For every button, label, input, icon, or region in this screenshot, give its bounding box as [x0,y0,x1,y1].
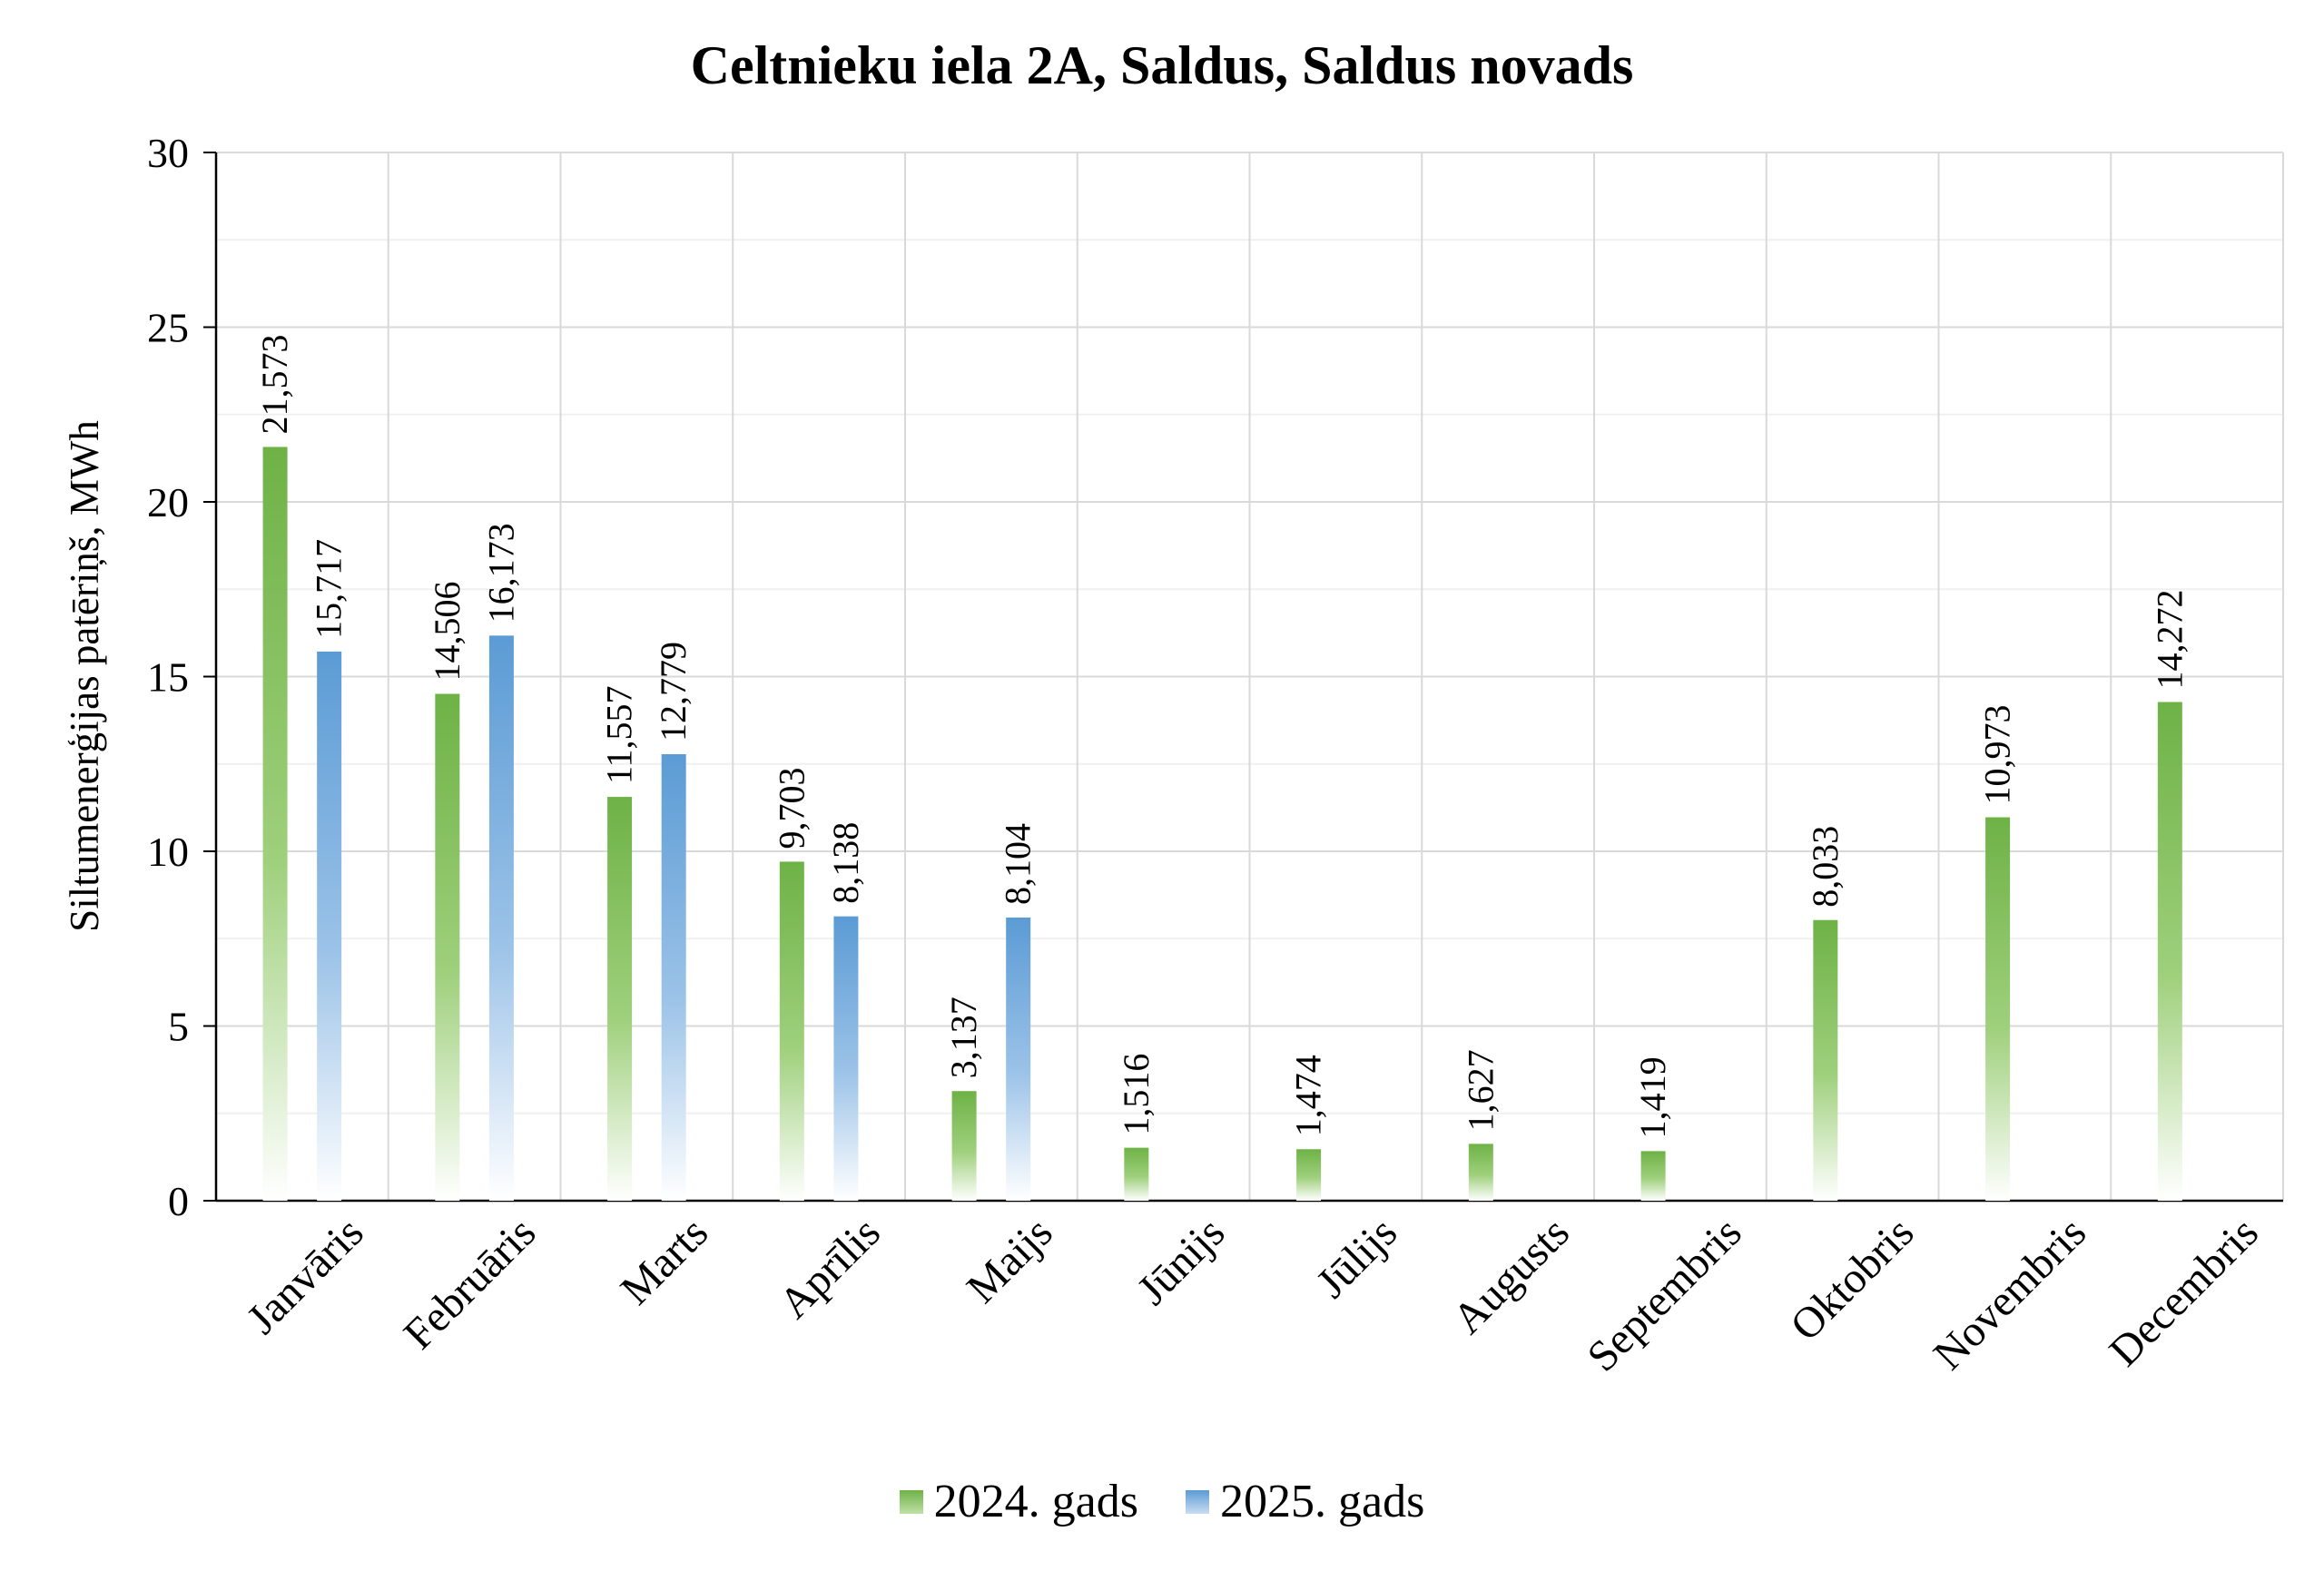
y-tick-label: 25 [147,305,189,351]
legend-swatch-2024 [899,1489,923,1514]
x-tick-label: Februāris [395,1208,546,1359]
data-label: 1,474 [1288,1055,1329,1136]
y-tick-label: 15 [147,654,189,701]
x-tick-label: Septembris [1578,1208,1750,1380]
x-tick-label: Maijs [958,1208,1062,1312]
legend-label-2025: 2025. gads [1220,1476,1425,1527]
data-label: 15,717 [309,539,350,639]
legend-item-2025: 2025. gads [1186,1475,1424,1528]
bar-2025-2 [661,754,686,1201]
bar-2024-11 [2157,702,2182,1201]
bar-2024-5 [1124,1147,1149,1201]
bar-2025-3 [833,916,859,1201]
bar-2025-4 [1006,917,1031,1201]
data-label: 8,033 [1805,826,1846,908]
data-label: 3,137 [943,997,984,1078]
data-label: 16,173 [480,523,521,623]
y-tick-label: 30 [147,130,189,176]
bar-2024-2 [607,797,633,1201]
data-label: 10,973 [1977,705,2018,805]
x-tick-label: Jūnijs [1128,1208,1235,1314]
data-label: 21,573 [254,334,295,434]
y-tick-label: 5 [168,1004,189,1050]
x-tick-label: Marts [611,1208,717,1314]
data-label: 9,703 [771,767,812,849]
bar-2024-10 [1985,817,2011,1201]
x-tick-label: Augusts [1443,1208,1579,1343]
x-tick-label: Janvāris [238,1208,373,1343]
y-tick-label: 0 [168,1178,189,1224]
bar-2025-1 [488,635,514,1201]
bar-2024-8 [1640,1151,1666,1201]
legend-item-2024: 2024. gads [899,1475,1138,1528]
data-label: 11,557 [599,686,640,785]
data-label: 8,104 [998,823,1039,905]
data-label: 12,779 [653,642,694,741]
bar-2024-1 [435,693,460,1201]
bar-2024-4 [951,1091,977,1201]
x-tick-label: Oktobris [1781,1208,1923,1350]
legend-swatch-2025 [1186,1489,1209,1514]
bar-2024-6 [1296,1149,1322,1201]
data-label: 1,516 [1116,1054,1157,1135]
x-tick-label: Aprīlis [770,1208,890,1328]
legend-label-2024: 2024. gads [933,1476,1138,1527]
legend: 2024. gads 2025. gads [0,1475,2324,1528]
y-tick-label: 10 [147,829,189,875]
y-tick-label: 20 [147,479,189,525]
x-tick-label: Novembris [1925,1208,2095,1379]
bar-2024-3 [779,861,804,1201]
y-axis-title: Siltumenerģijas patēriņš, MWh [62,420,107,932]
data-label: 8,138 [825,822,866,904]
data-label: 1,419 [1632,1056,1673,1138]
bar-2024-7 [1468,1144,1493,1201]
data-label: 1,627 [1460,1049,1501,1131]
bar-2025-0 [317,651,342,1201]
bar-2024-9 [1813,919,1838,1201]
x-tick-label: Jūlijs [1307,1208,1406,1307]
chart-title: Celtnieku iela 2A, Saldus, Saldus novads [690,35,1634,95]
x-tick-label: Decembris [2100,1208,2267,1375]
data-label: 14,506 [427,582,468,682]
data-label: 14,272 [2149,590,2190,690]
bar-2024-0 [262,447,288,1201]
